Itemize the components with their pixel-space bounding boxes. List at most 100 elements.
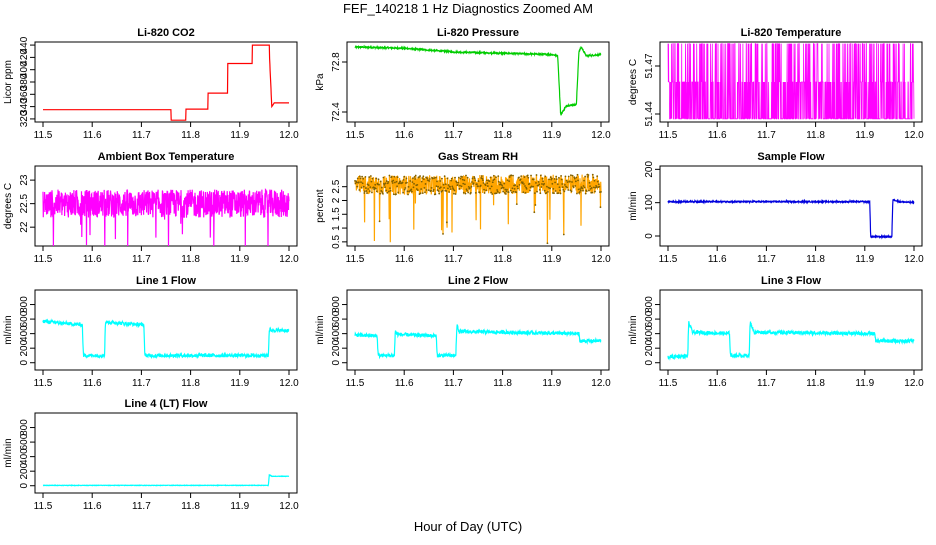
data-point bbox=[449, 185, 452, 188]
y-tick-label: 23 bbox=[19, 174, 30, 186]
y-tick-label: 340 bbox=[19, 98, 30, 115]
data-point bbox=[555, 178, 558, 181]
data-point bbox=[535, 174, 538, 176]
data-point bbox=[541, 183, 543, 185]
data-point bbox=[518, 176, 520, 179]
data-point bbox=[387, 181, 390, 183]
data-point bbox=[461, 178, 464, 181]
data-point bbox=[378, 183, 380, 186]
data-point bbox=[384, 182, 387, 185]
data-point bbox=[485, 189, 488, 192]
y-tick-label: 400 bbox=[19, 61, 30, 78]
data-point bbox=[435, 176, 437, 179]
data-point bbox=[536, 190, 538, 193]
y-tick-label: 800 bbox=[644, 296, 655, 313]
data-point bbox=[505, 190, 508, 193]
data-point bbox=[409, 180, 412, 182]
y-tick-label: 100 bbox=[644, 194, 655, 211]
data-point bbox=[413, 175, 416, 178]
data-point bbox=[378, 220, 381, 223]
data-point bbox=[563, 190, 566, 193]
y-tick-label: 600 bbox=[19, 433, 30, 450]
data-point bbox=[496, 189, 499, 191]
data-point bbox=[560, 174, 562, 177]
x-tick-label: 11.7 bbox=[444, 378, 463, 389]
data-point bbox=[503, 182, 506, 185]
y-tick-label: 0 bbox=[331, 360, 342, 366]
data-point bbox=[414, 174, 417, 177]
data-point bbox=[359, 175, 361, 178]
x-tick-label: 11.7 bbox=[444, 254, 463, 265]
data-point bbox=[489, 187, 491, 190]
data-point bbox=[560, 178, 563, 181]
data-point bbox=[527, 176, 530, 179]
data-point bbox=[565, 179, 568, 182]
x-tick-label: 11.8 bbox=[493, 254, 512, 265]
y-tick-label: 1 bbox=[331, 225, 342, 231]
y-tick-label: 200 bbox=[19, 339, 30, 356]
series-line bbox=[42, 188, 290, 247]
x-tick-label: 11.5 bbox=[34, 501, 53, 512]
x-tick-label: 11.6 bbox=[83, 254, 102, 265]
x-tick-label: 12.0 bbox=[279, 378, 299, 389]
data-point bbox=[479, 184, 482, 187]
y-tick-label: 600 bbox=[644, 310, 655, 327]
data-point bbox=[568, 180, 571, 183]
data-point bbox=[587, 174, 590, 176]
data-point bbox=[419, 192, 422, 195]
data-point bbox=[366, 192, 368, 195]
data-point bbox=[490, 191, 493, 194]
data-point bbox=[564, 175, 567, 178]
data-point bbox=[543, 189, 546, 192]
data-point bbox=[600, 191, 602, 193]
x-tick-label: 11.5 bbox=[659, 378, 678, 389]
y-tick-label: 0 bbox=[19, 360, 30, 366]
x-tick-label: 11.9 bbox=[230, 130, 249, 141]
data-point bbox=[460, 185, 463, 188]
data-point bbox=[534, 204, 537, 206]
y-axis-label: ml/min bbox=[3, 438, 14, 467]
data-point bbox=[371, 177, 374, 180]
data-point bbox=[538, 189, 541, 191]
data-point bbox=[469, 191, 472, 194]
y-axis-label: ml/min bbox=[628, 315, 639, 344]
data-point bbox=[451, 185, 454, 188]
data-point bbox=[396, 185, 398, 188]
data-point bbox=[393, 175, 396, 178]
data-point bbox=[506, 179, 509, 182]
data-point bbox=[389, 189, 392, 192]
data-point bbox=[387, 190, 390, 193]
data-point bbox=[379, 180, 382, 183]
data-point bbox=[472, 182, 475, 185]
data-point bbox=[510, 174, 513, 177]
x-tick-label: 11.5 bbox=[346, 130, 365, 141]
data-point bbox=[486, 182, 489, 185]
y-axis-label: ml/min bbox=[628, 191, 639, 220]
data-point bbox=[584, 192, 587, 195]
data-point bbox=[524, 185, 526, 187]
data-point bbox=[361, 175, 364, 178]
data-point bbox=[471, 181, 473, 183]
data-point bbox=[497, 180, 500, 183]
y-axis-label: ml/min bbox=[3, 315, 14, 344]
data-point bbox=[454, 176, 456, 179]
x-tick-label: 11.6 bbox=[83, 378, 102, 389]
data-point bbox=[422, 178, 425, 181]
data-point bbox=[432, 190, 435, 193]
data-point bbox=[453, 189, 456, 192]
panel-title: Line 4 (LT) Flow bbox=[125, 398, 208, 410]
y-axis-label: degrees C bbox=[3, 183, 14, 229]
x-tick-label: 11.6 bbox=[395, 130, 414, 141]
data-point bbox=[355, 181, 358, 184]
y-tick-label: 400 bbox=[19, 325, 30, 342]
data-point bbox=[523, 183, 525, 185]
data-point bbox=[566, 181, 569, 184]
data-point bbox=[362, 177, 365, 180]
y-tick-label: 22.5 bbox=[19, 193, 30, 213]
x-tick-label: 11.6 bbox=[708, 254, 727, 265]
data-point bbox=[403, 175, 406, 178]
x-tick-label: 12.0 bbox=[279, 130, 299, 141]
data-point bbox=[407, 185, 410, 188]
data-point bbox=[571, 174, 574, 177]
data-point bbox=[546, 242, 549, 245]
